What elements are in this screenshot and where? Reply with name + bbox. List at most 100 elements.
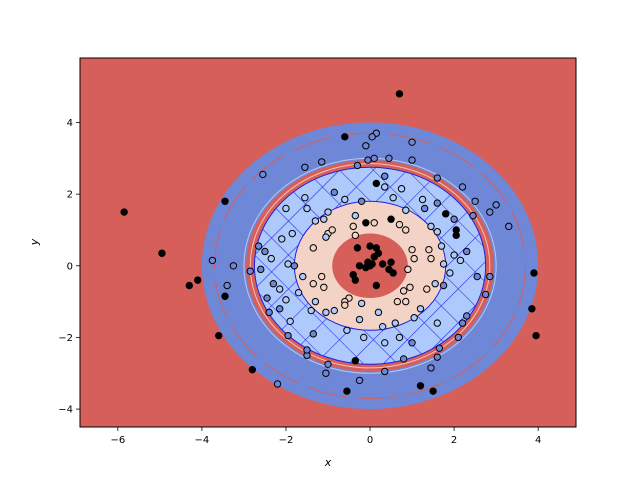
- y-axis-label: y: [28, 238, 41, 246]
- point-class3-33: [303, 346, 311, 354]
- x-tick-label: 4: [535, 435, 541, 446]
- point-class2-28: [286, 317, 294, 326]
- y-axis-ticks: −4 −2 0 2 4: [58, 118, 80, 416]
- point-class0-12: [416, 382, 425, 390]
- point-class3-20: [473, 272, 481, 281]
- point-class0-38: [372, 281, 381, 290]
- point-class1-14: [309, 244, 317, 252]
- point-class0-36: [351, 276, 360, 284]
- point-class1-18: [370, 219, 378, 227]
- point-class3-21: [486, 272, 494, 281]
- x-axis-label: x: [324, 456, 332, 469]
- point-class2-13: [437, 242, 446, 250]
- point-class0-18: [452, 226, 460, 234]
- point-class3-28: [381, 367, 389, 376]
- point-class3-18: [505, 222, 513, 231]
- point-class0-3: [158, 249, 166, 257]
- point-class3-15: [471, 197, 479, 206]
- point-class2-25: [330, 306, 339, 315]
- point-class2-31: [284, 260, 292, 268]
- point-class3-47: [439, 281, 448, 290]
- point-class2-22: [378, 322, 387, 331]
- point-class0-19: [441, 210, 450, 218]
- point-class1-2: [404, 265, 412, 274]
- point-class1-4: [402, 297, 410, 306]
- point-class3-51: [357, 197, 366, 206]
- point-class3-9: [408, 156, 416, 164]
- point-class3-58: [481, 290, 490, 299]
- point-class0-28: [378, 260, 387, 268]
- point-class3-45: [273, 380, 282, 388]
- point-class1-16: [328, 226, 336, 234]
- point-class0-6: [221, 197, 229, 206]
- contour-line-2: [253, 166, 487, 365]
- point-class2-19: [416, 305, 425, 313]
- point-class3-16: [486, 208, 494, 216]
- point-class3-19: [463, 247, 471, 256]
- point-class3-8: [381, 172, 389, 180]
- point-class3-53: [254, 242, 263, 250]
- point-class1-8: [425, 245, 433, 254]
- point-class3-0: [301, 163, 309, 171]
- point-class3-54: [450, 215, 458, 223]
- y-tick-label: 2: [67, 190, 73, 201]
- point-class2-40: [395, 333, 404, 342]
- point-class1-12: [320, 283, 328, 291]
- point-class1-11: [341, 301, 349, 309]
- point-class2-2: [311, 217, 320, 225]
- point-class0-31: [355, 262, 364, 270]
- point-class2-43: [433, 319, 441, 327]
- x-tick-label: −2: [279, 435, 294, 446]
- point-class2-44: [322, 233, 330, 241]
- point-class3-3: [353, 161, 362, 170]
- point-class2-26: [322, 308, 330, 317]
- point-class0-39: [368, 260, 376, 268]
- point-class2-34: [288, 229, 296, 238]
- point-class1-5: [393, 297, 402, 306]
- point-class3-37: [265, 308, 273, 317]
- point-class2-27: [307, 306, 315, 315]
- point-class0-0: [395, 90, 404, 98]
- point-class1-0: [408, 245, 416, 254]
- point-class2-12: [433, 228, 441, 236]
- point-class2-35: [299, 272, 307, 281]
- point-class0-7: [221, 292, 229, 300]
- point-class2-41: [381, 339, 389, 347]
- point-class3-31: [322, 369, 330, 377]
- point-class3-1: [317, 158, 326, 166]
- point-class2-38: [357, 299, 366, 308]
- point-class2-18: [431, 279, 439, 288]
- point-class3-42: [208, 256, 217, 265]
- y-tick-label: 0: [67, 261, 73, 272]
- point-class0-14: [528, 305, 536, 313]
- point-class1-19: [402, 226, 410, 234]
- point-class3-26: [427, 364, 435, 372]
- y-tick-label: −4: [58, 405, 73, 416]
- point-class2-29: [282, 296, 290, 304]
- point-class3-43: [223, 281, 231, 290]
- point-class2-42: [360, 333, 368, 342]
- point-class2-3: [320, 215, 328, 223]
- point-class2-1: [303, 204, 311, 213]
- point-class2-36: [294, 288, 303, 297]
- point-class2-16: [439, 260, 448, 268]
- point-class2-10: [418, 195, 427, 204]
- point-class1-1: [410, 254, 418, 263]
- point-class0-25: [353, 244, 362, 252]
- x-tick-label: 2: [451, 435, 457, 446]
- point-class0-30: [374, 249, 383, 257]
- point-class3-34: [284, 331, 292, 340]
- point-class3-38: [229, 262, 238, 270]
- point-class0-8: [215, 331, 223, 340]
- point-class2-17: [446, 269, 454, 277]
- x-tick-label: 0: [367, 435, 373, 446]
- point-class3-40: [257, 265, 265, 274]
- point-class2-20: [410, 314, 418, 322]
- point-class3-46: [290, 262, 299, 270]
- point-class3-52: [420, 204, 429, 213]
- point-class2-14: [450, 251, 458, 259]
- point-class0-23: [366, 242, 374, 250]
- point-class2-4: [324, 208, 332, 216]
- data-points: [120, 90, 540, 395]
